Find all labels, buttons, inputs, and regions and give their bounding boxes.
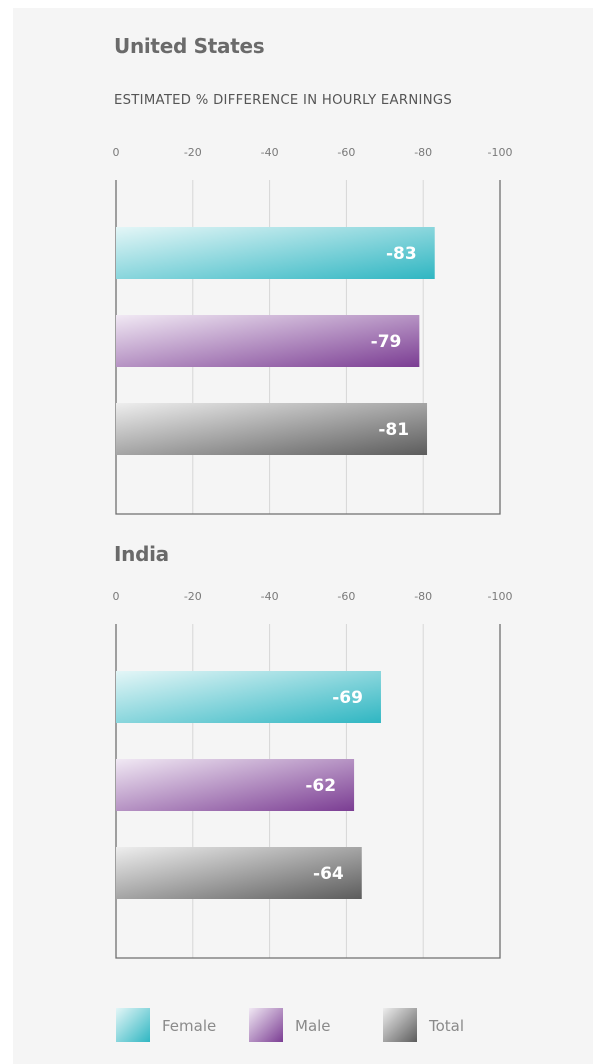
legend-swatch-total	[383, 1008, 417, 1042]
bar-total	[116, 403, 428, 455]
bar-label-female: -83	[386, 244, 417, 264]
tick-label: -60	[337, 146, 355, 159]
bar-total	[116, 847, 362, 899]
chart-subtitle: ESTIMATED % DIFFERENCE IN HOURLY EARNING…	[114, 93, 453, 108]
tick-label: -100	[488, 590, 513, 603]
chart-title-india: India	[114, 542, 169, 566]
bar-label-total: -81	[378, 420, 409, 440]
tick-label: -100	[488, 146, 513, 159]
bar-male	[116, 315, 420, 367]
bar-female	[116, 227, 435, 279]
tick-label: -20	[184, 590, 202, 603]
bar-female	[116, 671, 381, 723]
tick-label: -40	[261, 590, 279, 603]
tick-label: -60	[337, 590, 355, 603]
legend-swatch-female	[116, 1008, 150, 1042]
bar-male	[116, 759, 355, 811]
legend-label-total: Total	[429, 1017, 465, 1035]
tick-label: -80	[414, 146, 432, 159]
bar-label-male: -62	[305, 776, 336, 796]
bar-label-male: -79	[371, 332, 402, 352]
chart-india: 0 -20 -40 -60 -80 -100 -69 -62 -64	[113, 590, 513, 959]
chart-title-united-states: United States	[114, 34, 265, 58]
bar-label-female: -69	[332, 688, 363, 708]
tick-label: 0	[113, 146, 120, 159]
legend-label-female: Female	[162, 1017, 217, 1035]
legend-swatch-male	[249, 1008, 283, 1042]
legend: Female Male Total	[0, 1008, 593, 1044]
legend-label-male: Male	[295, 1017, 331, 1035]
tick-label: -40	[261, 146, 279, 159]
chart-united-states: 0 -20 -40 -60 -80 -100 -83 -79 -81	[113, 146, 513, 515]
tick-label: 0	[113, 590, 120, 603]
tick-label: -80	[414, 590, 432, 603]
tick-label: -20	[184, 146, 202, 159]
bar-label-total: -64	[313, 864, 344, 884]
